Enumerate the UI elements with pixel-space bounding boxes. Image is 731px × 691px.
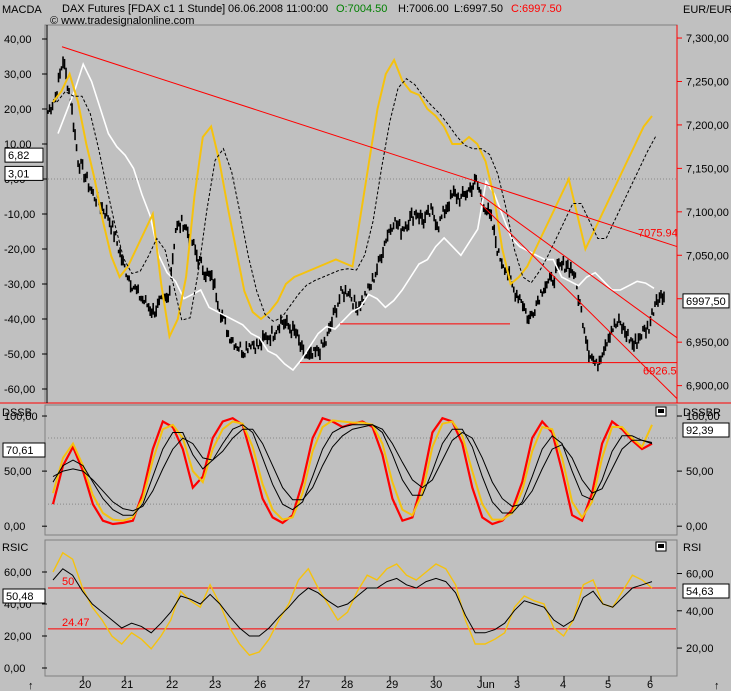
rsi-right-axis-label: 40,00 — [686, 606, 714, 618]
rsi-chart-layer: 60,0040,0020,000,0060,0040,0020,005024.4… — [2, 551, 730, 675]
signal-value-badge-box — [4, 165, 44, 181]
left-axis-label: -50,00 — [4, 349, 35, 361]
x-axis-label: 6 — [647, 679, 653, 691]
x-axis-label: 4 — [560, 679, 566, 691]
dss-left-axis-label: 0,00 — [4, 521, 25, 533]
rsi-series-1 — [52, 551, 653, 657]
header-bar: DAX Futures [FDAX c1 1 Stunde] 06.06.200… — [50, 3, 562, 27]
x-axis-label: 21 — [121, 679, 133, 691]
dss-series-1 — [51, 416, 653, 526]
dss-right-axis-label: 0,00 — [686, 521, 707, 533]
right-axis-label: 6,950,00 — [686, 337, 729, 349]
rsi-left-value-badge: 50,48 — [6, 591, 34, 603]
trendline-long — [61, 46, 678, 248]
left-axis-label: -40,00 — [4, 314, 35, 326]
right-axis-label: 7,250,00 — [686, 76, 729, 88]
signal-value-badge: 3,01 — [8, 168, 29, 180]
x-axis-label: 22 — [166, 679, 178, 691]
left-axis-label: -30,00 — [4, 279, 35, 291]
dss-left-value-badge-box — [2, 442, 46, 458]
high-value: H:7006.00 — [398, 3, 449, 15]
x-axis-label: 3 — [514, 679, 520, 691]
trendline-steep — [479, 202, 678, 400]
rsi-right-axis-label: 60,00 — [686, 569, 714, 581]
dss-series-2 — [52, 419, 653, 522]
x-axis: 20 21 22 23 26 27 28 29 30 Jun 3 4 5 6 — [79, 676, 653, 691]
dss-right-axis-label: 100,00 — [686, 411, 720, 423]
rsi-left-axis-label: 60,00 — [4, 567, 32, 579]
x-axis-label: 27 — [298, 679, 310, 691]
left-axis-label: -20,00 — [4, 244, 35, 256]
rsi-panel-left-label: RSIC — [2, 542, 28, 554]
main-chart-layer: 40,0030,0020,0010,000,00-10,00-20,00-30,… — [4, 25, 730, 403]
x-axis-label: 20 — [79, 679, 91, 691]
rsi-panel-right-label: RSI — [683, 542, 701, 554]
left-axis-label: -10,00 — [4, 209, 35, 221]
x-axis-label: 28 — [341, 679, 353, 691]
rsi-level-label: 50 — [62, 576, 74, 588]
left-axis-label: 30,00 — [4, 69, 32, 81]
open-value: O:7004.50 — [336, 3, 387, 15]
dss-chart-layer: 100,00 50,00 0,00 100,00 50,00 0,00 70,61 92,39 — [2, 411, 730, 533]
source-credit: © www.tradesignalonline.com — [50, 15, 194, 27]
main-panel-left-label: MACDA — [2, 4, 42, 16]
main-panel-right-label: EUR/EUR — [683, 4, 731, 16]
x-axis-label: 23 — [209, 679, 221, 691]
rsi-left-axis-label: 0,00 — [4, 663, 25, 675]
macd-value-badge-box — [4, 147, 44, 163]
rsi-series-2 — [52, 568, 653, 637]
x-axis-label: 29 — [386, 679, 398, 691]
macd-line — [52, 57, 653, 340]
right-axis-label: 7,100,00 — [686, 207, 729, 219]
right-axis-label: 7,300,00 — [686, 33, 729, 45]
last-price-badge-box — [682, 293, 730, 309]
rsi-right-value-badge-box — [682, 583, 730, 599]
right-axis-label: 7,200,00 — [686, 120, 729, 132]
dss-right-value-badge: 92,39 — [686, 425, 714, 437]
timestamp: 06.06.2008 11:00:00 — [228, 3, 328, 15]
rsi-left-axis-label: 20,00 — [4, 631, 32, 643]
rsi-left-value-badge-box — [2, 588, 46, 604]
dss-panel-right-label: DSSBR — [683, 407, 721, 419]
right-axis-label: 7,050,00 — [686, 250, 729, 262]
dss-series-3 — [52, 424, 653, 516]
resistance-level-label: 7075.94 — [638, 228, 678, 240]
right-axis-label: 7,150,00 — [686, 163, 729, 175]
support-level-label: 6926.5 — [643, 366, 677, 378]
left-axis-label: 20,00 — [4, 104, 32, 116]
scroll-up-right-icon[interactable]: ↑ — [714, 680, 720, 691]
rsi-panel-close-icon[interactable] — [655, 541, 667, 552]
left-axis-label: -60,00 — [4, 384, 35, 396]
x-axis-label: 26 — [254, 679, 266, 691]
trendline-mid — [479, 194, 678, 339]
x-axis-label: Jun — [477, 679, 495, 691]
low-value: L:6997.50 — [454, 3, 503, 15]
symbol-title: DAX Futures [FDAX c1 1 Stunde] — [62, 3, 225, 15]
x-axis-label: 30 — [430, 679, 442, 691]
rsi-level-label: 24.47 — [62, 617, 90, 629]
last-price-badge: 6997,50 — [686, 296, 726, 308]
dss-panel-left-label: DSSB — [2, 407, 32, 419]
scroll-up-left-icon[interactable]: ↑ — [28, 680, 34, 691]
signal-line — [56, 78, 657, 322]
rsi-panel — [44, 539, 678, 677]
macd-value-badge: 6,82 — [8, 150, 29, 162]
dss-left-axis-label: 50,00 — [4, 466, 32, 478]
close-value: C:6997.50 — [511, 3, 562, 15]
rsi-right-value-badge: 54,63 — [686, 586, 714, 598]
rsi-right-axis-label: 20,00 — [686, 643, 714, 655]
dss-left-value-badge: 70,61 — [6, 445, 34, 457]
dss-right-axis-label: 50,00 — [686, 466, 714, 478]
right-axis-label: 6,900,00 — [686, 381, 729, 393]
dss-series-4 — [52, 424, 653, 512]
dss-left-axis-label: 100,00 — [4, 411, 38, 423]
left-axis-label: 40,00 — [4, 34, 32, 46]
dss-panel-close-icon[interactable] — [655, 406, 667, 417]
x-axis-label: 5 — [605, 679, 611, 691]
dss-right-value-badge-box — [682, 422, 730, 438]
